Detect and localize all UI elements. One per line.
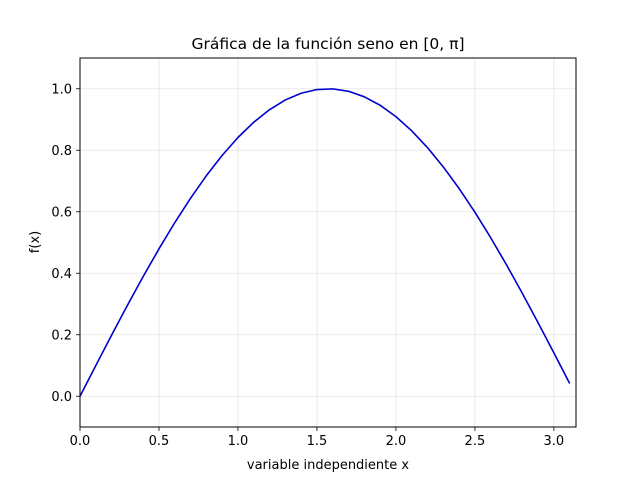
chart-title: Gráfica de la función seno en [0, π]: [191, 35, 464, 53]
x-tick-label: 1.5: [307, 434, 328, 449]
y-tick-label: 0.8: [51, 144, 72, 159]
y-tick-label: 0.2: [51, 328, 72, 343]
x-axis-label: variable independiente x: [247, 458, 409, 473]
x-tick-label: 0.5: [149, 434, 170, 449]
y-axis-label: f(x): [28, 231, 43, 253]
x-tick-label: 1.0: [228, 434, 249, 449]
x-tick-label: 2.0: [386, 434, 407, 449]
x-axis: 0.0 0.5 1.0 1.5 2.0 2.5 3.0: [70, 427, 565, 449]
plot-line-layer: [79, 88, 571, 397]
y-tick-label: 0.6: [51, 205, 72, 220]
x-tick-label: 0.0: [70, 434, 91, 449]
x-tick-label: 2.5: [465, 434, 486, 449]
sine-series-line: [79, 88, 571, 397]
y-axis: 0.0 0.2 0.4 0.6 0.8 1.0: [51, 82, 80, 405]
y-tick-label: 0.0: [51, 390, 72, 405]
plot-frame: [79, 57, 577, 428]
y-tick-label: 1.0: [51, 82, 72, 97]
x-tick-label: 3.0: [544, 434, 565, 449]
y-tick-label: 0.4: [51, 267, 72, 282]
